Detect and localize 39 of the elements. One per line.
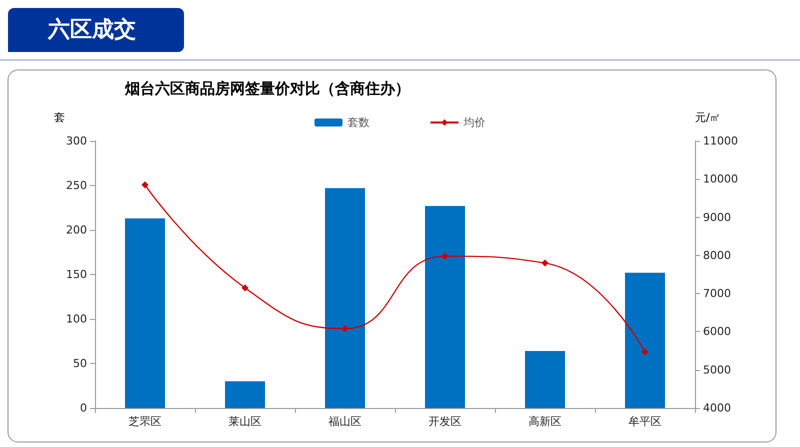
- x-tick-label: 牟平区: [628, 415, 662, 428]
- bar: [125, 218, 165, 408]
- y-tick-label: 150: [66, 268, 87, 281]
- y2-tick-label: 9000: [703, 210, 731, 224]
- legend-label: 套数: [348, 116, 370, 129]
- y2-tick-label: 7000: [703, 287, 731, 300]
- point: [142, 181, 148, 188]
- y-tick-label: 100: [66, 312, 87, 326]
- y2-tick-label: 6000: [703, 325, 731, 338]
- y2-tick-label: 5000: [703, 363, 731, 376]
- text: 六区成交: [47, 16, 136, 42]
- bar: [525, 351, 565, 408]
- x-tick-label: 莱山区: [228, 415, 262, 428]
- point: [442, 252, 448, 260]
- bar: [625, 272, 665, 408]
- bar: [225, 381, 265, 408]
- y-tick-label: 0: [80, 402, 87, 414]
- y2-tick-label: 11000: [703, 134, 738, 148]
- point: [242, 284, 248, 292]
- y2-tick-label: 8000: [703, 248, 731, 262]
- x-tick-label: 高新区: [528, 415, 562, 428]
- x-tick-label: 福山区: [328, 415, 362, 428]
- x-tick-label: 开发区: [428, 415, 462, 428]
- y-tick-label: 50: [73, 357, 87, 370]
- chart-title: 烟台六区商品房网签量价对比（含商住办）: [124, 80, 410, 98]
- y-tick-label: 200: [66, 224, 87, 236]
- y2-tick-label: 10000: [703, 172, 738, 186]
- point: [342, 325, 348, 332]
- y-axis-title: 套: [54, 111, 65, 124]
- y-tick-label: 300: [66, 134, 87, 148]
- y-tick-label: 250: [66, 179, 87, 192]
- legend-label: 均价: [462, 116, 486, 129]
- y2-tick-label: 4000: [703, 402, 731, 414]
- point: [542, 260, 548, 267]
- y2-axis-title: 元/㎡: [695, 111, 721, 124]
- x-tick-label: 芝罘区: [128, 415, 162, 428]
- point: [642, 348, 648, 356]
- bar: [325, 188, 365, 408]
- bar: [425, 206, 465, 408]
